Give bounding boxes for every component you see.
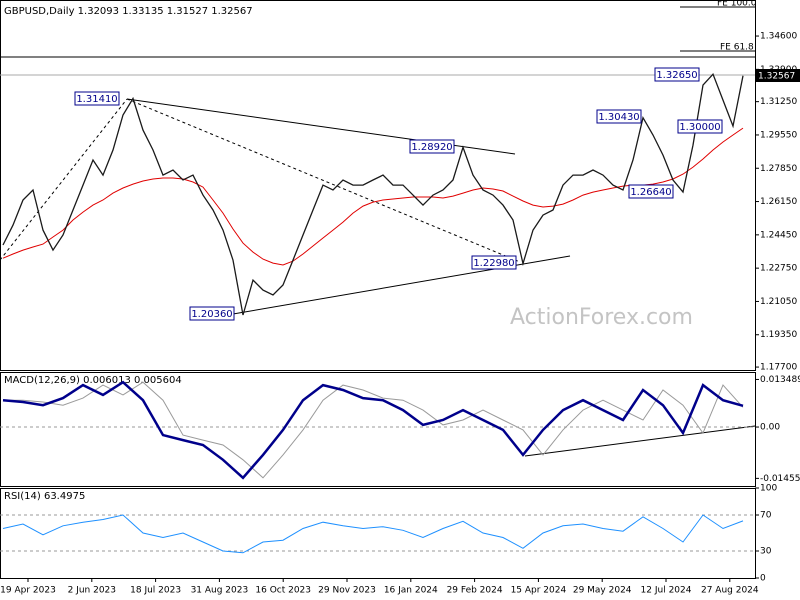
price-tag-label: 1.32567 — [758, 72, 795, 82]
y-tick-label: 0.013489 — [760, 375, 800, 385]
rsi-panel — [0, 488, 756, 579]
x-tick-label: 16 Oct 2023 — [255, 586, 311, 596]
annotation: 1.32650 — [656, 70, 697, 81]
y-tick-label: -0.014554 — [760, 474, 800, 484]
trend-line — [0, 98, 128, 261]
series-line — [2, 380, 744, 480]
macd-title: MACD(12,26,9) 0.006013 0.005604 — [4, 375, 182, 386]
series-line — [2, 514, 744, 554]
x-tick-label: 15 Apr 2024 — [511, 586, 567, 596]
x-tick-label: 31 Aug 2023 — [191, 586, 249, 596]
trend-line — [126, 98, 521, 263]
annotation-box — [189, 306, 235, 321]
y-tick-label: 70 — [760, 511, 772, 521]
annotation: 1.20360 — [191, 309, 232, 320]
annotation-box — [654, 67, 700, 82]
y-tick-label: 1.24450 — [760, 230, 797, 240]
rsi-title: RSI(14) 63.4975 — [4, 491, 85, 502]
trend-line — [126, 98, 516, 155]
series-line — [2, 72, 744, 316]
watermark: ActionForex.com — [510, 305, 693, 330]
y-tick-label: 1.19350 — [760, 330, 797, 340]
annotation: 1.31410 — [76, 94, 117, 105]
y-tick-label: 1.26150 — [760, 197, 797, 207]
y-tick-label: 1.34600 — [760, 32, 797, 42]
annotation: 1.28920 — [411, 142, 452, 153]
y-tick-label: 30 — [760, 547, 772, 557]
y-tick-label: 0.00 — [760, 423, 780, 433]
x-tick-label: 12 Jul 2024 — [641, 586, 692, 596]
chart-title: GBPUSD,Daily 1.32093 1.33135 1.31527 1.3… — [4, 6, 253, 17]
x-tick-label: 27 Aug 2024 — [701, 586, 759, 596]
y-tick-label: 100 — [760, 484, 777, 494]
annotation: 1.26640 — [630, 187, 671, 198]
y-tick-label: 1.27850 — [760, 164, 797, 174]
y-tick-label: 1.29550 — [760, 130, 797, 140]
trend-line — [524, 425, 756, 457]
annotation-box — [677, 119, 723, 134]
fib-label: FE 100.0 — [717, 0, 757, 9]
annotation: 1.30430 — [598, 112, 639, 123]
annotation-box — [74, 91, 120, 106]
x-tick-label: 2 Jun 2023 — [68, 586, 116, 596]
price-panel — [0, 0, 756, 371]
series-line — [2, 127, 744, 266]
y-tick-label: 1.31250 — [760, 97, 797, 107]
y-tick-label: 1.22750 — [760, 264, 797, 274]
y-tick-label: 1.21050 — [760, 297, 797, 307]
x-tick-label: 19 Apr 2023 — [0, 586, 56, 596]
x-tick-label: 16 Jan 2024 — [384, 586, 438, 596]
price-tag — [755, 69, 800, 82]
y-tick-label: 1.17700 — [760, 363, 797, 373]
series-line — [3, 381, 744, 479]
annotation-box — [628, 184, 674, 199]
fib-label: FE 61.8 — [720, 43, 754, 53]
x-tick-label: 29 Feb 2024 — [447, 586, 503, 596]
x-tick-label: 29 Nov 2023 — [318, 586, 376, 596]
macd-panel — [0, 372, 756, 487]
annotation: 1.22980 — [473, 258, 514, 269]
annotation-box — [471, 255, 517, 270]
annotation-box — [409, 139, 455, 154]
annotation: 1.30000 — [679, 122, 720, 133]
x-tick-label: 18 Jul 2023 — [130, 586, 181, 596]
x-tick-label: 29 May 2024 — [573, 586, 632, 596]
annotation-box — [596, 109, 642, 124]
y-tick-label: 0 — [760, 574, 766, 584]
